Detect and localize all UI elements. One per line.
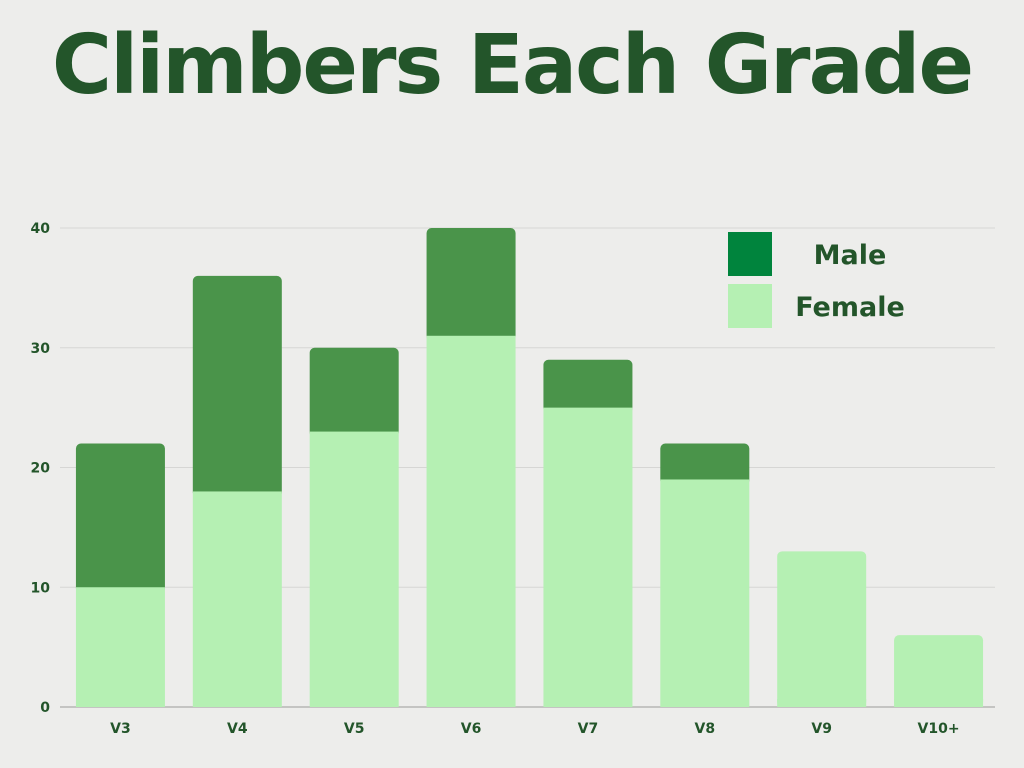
legend-swatch-female xyxy=(728,284,772,328)
bar-male-v5 xyxy=(309,347,399,438)
x-tick-label-v4: V4 xyxy=(227,721,248,737)
bar-female-v4 xyxy=(192,491,282,707)
bar-male-v6 xyxy=(426,228,516,342)
x-tick-label-v10plus: V10+ xyxy=(918,721,960,737)
bar-female-v8 xyxy=(660,479,750,707)
legend-label-male: Male xyxy=(814,240,887,271)
bar-female-v7 xyxy=(543,407,633,707)
x-tick-label-v7: V7 xyxy=(578,721,599,737)
x-tick-label-v6: V6 xyxy=(461,721,482,737)
y-tick-label-1: 10 xyxy=(31,580,51,596)
bar-female-v10plus xyxy=(894,635,984,707)
chart-title: Climbers Each Grade xyxy=(51,18,974,113)
bar-female-v9 xyxy=(777,551,867,707)
bar-female-base-v9 xyxy=(777,699,867,707)
y-tick-label-0: 0 xyxy=(40,700,50,716)
bar-male-v3 xyxy=(75,443,165,594)
bar-female-v5 xyxy=(309,431,399,707)
y-tick-label-2: 20 xyxy=(31,461,51,477)
bar-male-v8 xyxy=(660,443,750,486)
x-tick-label-v3: V3 xyxy=(110,721,131,737)
bar-female-v3 xyxy=(75,587,165,707)
bar-male-v4 xyxy=(192,275,282,498)
x-tick-label-v9: V9 xyxy=(811,721,832,737)
y-tick-label-4: 40 xyxy=(31,221,51,237)
legend-swatch-male xyxy=(728,232,772,276)
bar-female-base-v10plus xyxy=(894,699,984,707)
x-tick-label-v5: V5 xyxy=(344,721,365,737)
legend-label-female: Female xyxy=(795,292,905,323)
bar-female-v6 xyxy=(426,335,516,707)
bar-male-v7 xyxy=(543,359,633,414)
y-tick-label-3: 30 xyxy=(31,341,51,357)
x-tick-label-v8: V8 xyxy=(695,721,716,737)
